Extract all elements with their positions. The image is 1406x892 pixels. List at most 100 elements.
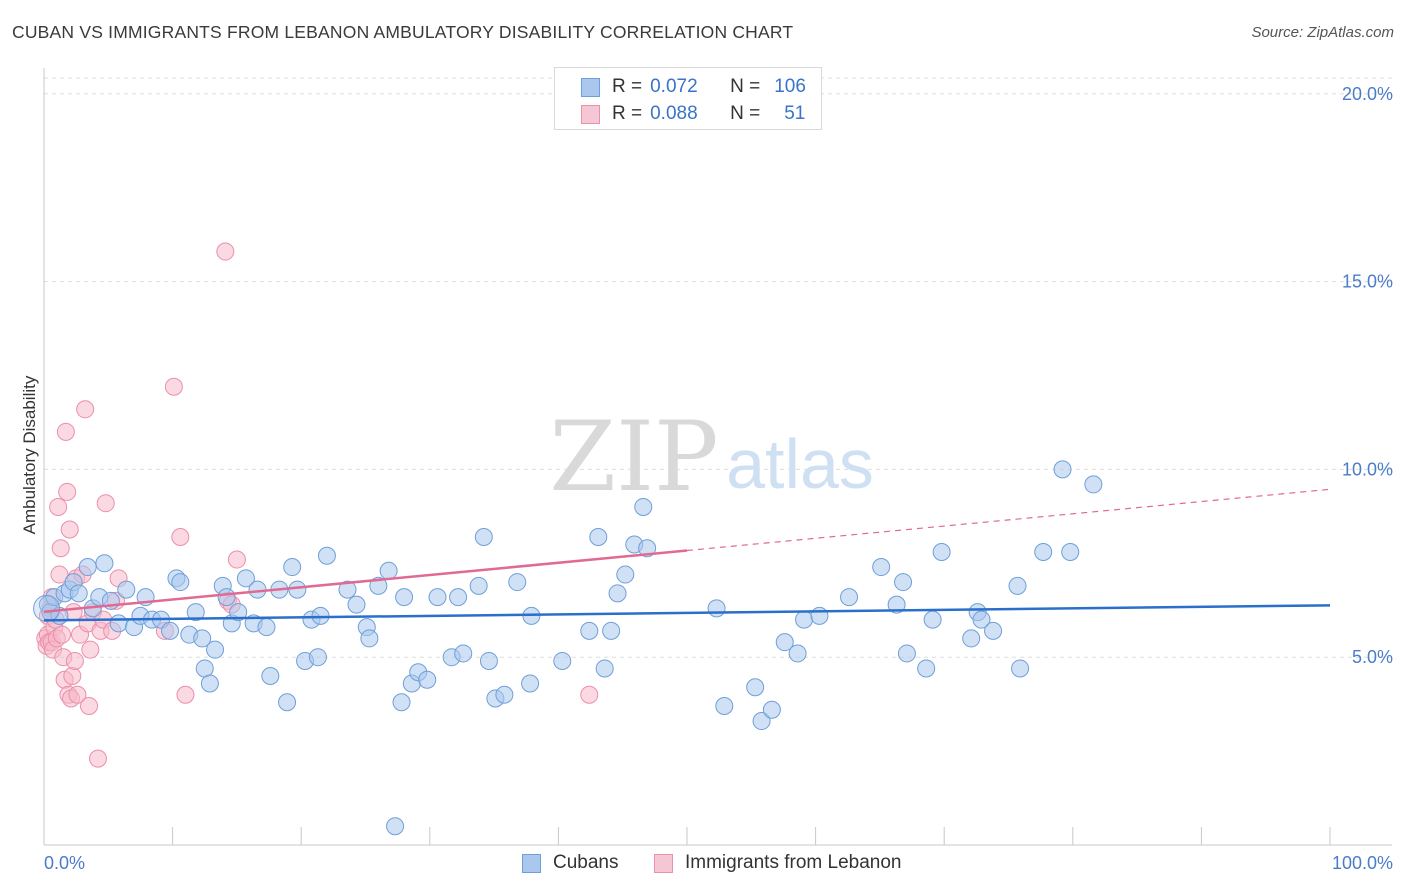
- cubans-point: [454, 644, 473, 663]
- cubans-point: [932, 543, 951, 562]
- cubans-point: [553, 651, 572, 670]
- lebanon-point: [96, 494, 115, 513]
- watermark-zip: ZIP: [549, 401, 718, 513]
- cubans-point: [186, 603, 205, 622]
- cubans-point: [616, 565, 635, 584]
- cubans-point: [1034, 543, 1053, 562]
- lebanon-point: [216, 242, 235, 261]
- cubans-point: [897, 644, 916, 663]
- cubans-point: [634, 497, 653, 516]
- r-value: 0.088: [650, 103, 698, 124]
- r-value: 0.072: [650, 76, 698, 97]
- cubans-point: [923, 610, 942, 629]
- cubans-point: [392, 693, 411, 712]
- cubans-point: [248, 580, 267, 599]
- cubans-point: [449, 588, 468, 607]
- cubans-point: [479, 651, 498, 670]
- lebanon-point: [49, 497, 68, 516]
- cubans-point: [474, 528, 493, 546]
- cubans-point: [962, 629, 981, 648]
- lebanon-point: [58, 482, 77, 501]
- cubans-point: [795, 610, 814, 629]
- cubans-point: [1008, 576, 1027, 595]
- r-label: R =: [612, 103, 643, 124]
- lebanon-point: [63, 666, 82, 685]
- cubans-point: [347, 595, 366, 614]
- n-value: 51: [784, 103, 806, 124]
- cubans-point: [261, 666, 280, 685]
- cubans-point: [288, 580, 307, 599]
- cubans-point: [379, 561, 398, 580]
- cubans-point: [257, 618, 276, 637]
- legend-item-lebanon: Immigrants from Lebanon: [654, 852, 902, 874]
- cubans-point: [1053, 460, 1072, 479]
- n-label: N =: [730, 76, 761, 97]
- cubans-point: [984, 621, 1003, 640]
- legend-row-cubans: R = 0.072 N = 106: [581, 75, 806, 99]
- cubans-point: [308, 648, 327, 667]
- cubans-point: [894, 573, 913, 592]
- cubans-point: [495, 685, 514, 704]
- lebanon-point: [89, 749, 108, 768]
- cubans-point: [580, 621, 599, 640]
- x-tick-label: 0.0%: [44, 853, 85, 873]
- cubans-point: [788, 644, 807, 663]
- cubans-point: [338, 580, 357, 599]
- cubans-point: [1061, 543, 1080, 562]
- legend-label-cubans: Cubans: [553, 852, 619, 873]
- lebanon-point: [580, 685, 599, 704]
- cubans-point: [386, 817, 405, 836]
- trend-layer: [43, 488, 1331, 622]
- cubans-point: [360, 629, 379, 648]
- cubans-point: [161, 621, 180, 640]
- lebanon-point: [60, 520, 79, 539]
- cubans-point: [887, 595, 906, 614]
- correlation-legend: R = 0.072 N = 106 R = 0.088 N = 51: [554, 67, 822, 130]
- cubans-point: [278, 693, 297, 712]
- cubans-point: [195, 659, 214, 678]
- axis-layer: 5.0% 10.0% 15.0% 20.0% 0.0% 100.0%: [43, 68, 1393, 873]
- r-label: R =: [612, 76, 643, 97]
- cubans-point: [428, 588, 447, 607]
- cubans-point: [972, 610, 991, 629]
- cubans-point: [508, 573, 527, 592]
- cubans-point: [638, 539, 657, 558]
- lebanon-point: [68, 685, 87, 704]
- source-note: Source: ZipAtlas.com: [1251, 24, 1394, 41]
- cubans-point: [775, 633, 794, 652]
- cubans-point: [917, 659, 936, 678]
- cubans-point: [840, 588, 859, 607]
- cubans-point: [206, 640, 225, 659]
- lebanon-swatch: [654, 853, 673, 873]
- lebanon-point: [176, 685, 195, 704]
- cubans-point: [595, 659, 614, 678]
- cubans-point: [1084, 475, 1103, 494]
- lebanon-point: [164, 377, 183, 396]
- y-tick-label: 20.0%: [1342, 84, 1393, 104]
- lebanon-point: [50, 565, 69, 584]
- y-tick-label: 5.0%: [1352, 647, 1393, 667]
- x-tick-label: 100.0%: [1332, 853, 1393, 873]
- cubans-point: [872, 558, 891, 577]
- cubans-point: [752, 712, 771, 731]
- series-cubans-points: [33, 460, 1103, 836]
- cubans-point: [69, 584, 88, 603]
- cubans-point: [217, 588, 236, 607]
- cubans-point: [193, 629, 212, 648]
- lebanon-point: [53, 625, 72, 644]
- lebanon-point: [81, 640, 100, 659]
- lebanon-point: [56, 422, 75, 441]
- cubans-point: [608, 584, 627, 603]
- lebanon-point: [80, 697, 99, 716]
- cubans-point: [109, 614, 128, 633]
- cubans-point: [707, 599, 726, 618]
- n-value: 106: [774, 76, 806, 97]
- cubans-point: [200, 674, 219, 693]
- cubans-point: [395, 588, 414, 607]
- series-lebanon-points: [36, 242, 599, 768]
- cubans-point: [521, 674, 540, 693]
- cubans-point: [810, 606, 829, 625]
- cubans-point: [117, 580, 136, 599]
- cubans-trend-line: [43, 604, 1331, 622]
